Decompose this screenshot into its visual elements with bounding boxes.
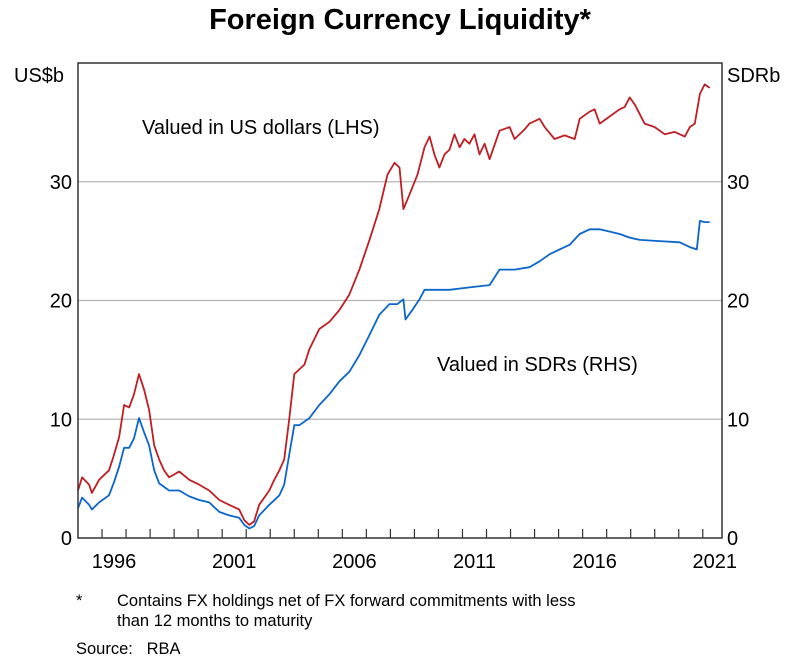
- footnote-line-1: Contains FX holdings net of FX forward c…: [117, 592, 576, 610]
- x-tick-label: 1996: [92, 551, 137, 573]
- y-tick-label-right: 10: [727, 409, 749, 431]
- series-line-sdr: [77, 220, 710, 530]
- y-tick-label-left: 20: [50, 291, 72, 313]
- y-tick-label-right: 20: [727, 291, 749, 313]
- y-tick-label-left: 30: [50, 172, 72, 194]
- x-tick-label: 2021: [693, 551, 738, 573]
- x-tick-label: 2016: [572, 551, 617, 573]
- footnote-marker: *: [76, 592, 83, 610]
- source: Source: RBA: [76, 639, 181, 659]
- series-line-usd: [77, 83, 711, 526]
- y-tick-label-left: 0: [61, 528, 72, 550]
- source-value: RBA: [146, 640, 181, 658]
- y-tick-label-left: 10: [50, 409, 72, 431]
- y-tick-label-right: 30: [727, 172, 749, 194]
- footnote: * Contains FX holdings net of FX forward…: [76, 591, 576, 631]
- footnote-line-2: than 12 months to maturity: [117, 612, 313, 630]
- x-tick-label: 2011: [453, 551, 496, 573]
- source-label: Source:: [76, 640, 133, 658]
- right-axis-unit: SDRb: [727, 65, 780, 87]
- series-label-sdr: Valued in SDRs (RHS): [437, 354, 638, 376]
- left-axis-unit: US$b: [14, 65, 64, 87]
- plot-frame: [77, 62, 723, 539]
- y-tick-label-right: 0: [727, 528, 738, 550]
- x-tick-label: 2001: [212, 551, 257, 573]
- series-label-usd: Valued in US dollars (LHS): [142, 117, 380, 139]
- x-tick-label: 2006: [332, 551, 377, 573]
- chart-title: Foreign Currency Liquidity*: [209, 4, 592, 36]
